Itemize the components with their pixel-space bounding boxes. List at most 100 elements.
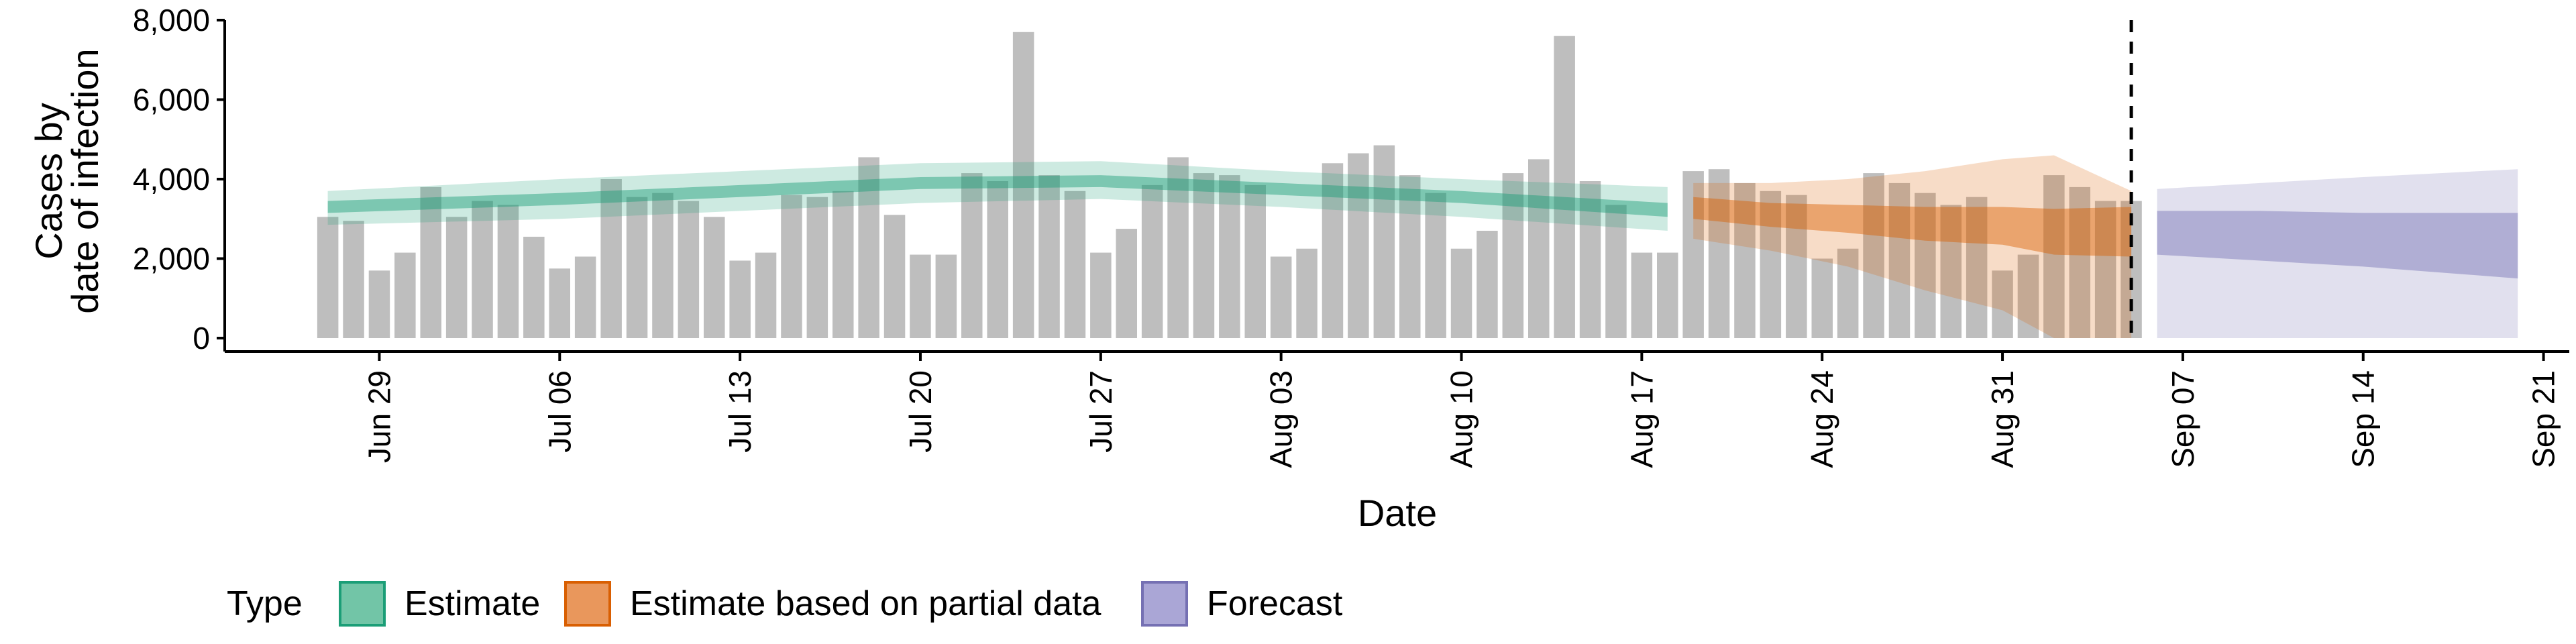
- case-bar: [549, 268, 570, 338]
- case-bar: [910, 254, 931, 338]
- y-tick-label: 6,000: [133, 83, 210, 117]
- x-tick-label: Sep 07: [2165, 370, 2200, 468]
- case-bar: [1605, 205, 1627, 338]
- case-bar: [523, 236, 545, 338]
- case-bar: [729, 260, 751, 338]
- case-bar: [472, 201, 493, 338]
- case-bar: [858, 157, 879, 338]
- x-tick-label: Jul 13: [722, 370, 757, 453]
- case-bar: [704, 217, 725, 338]
- case-bar: [883, 215, 906, 338]
- case-bar: [1296, 248, 1318, 338]
- y-tick-label: 2,000: [133, 241, 210, 276]
- case-bar: [1992, 270, 2013, 338]
- case-bar: [1322, 163, 1344, 339]
- x-tick-label: Jul 06: [542, 370, 577, 453]
- legend-title: Type: [227, 584, 303, 623]
- legend: Type Estimate Estimate based on partial …: [227, 581, 1343, 627]
- case-bar: [1940, 205, 1962, 338]
- x-tick-label: Jul 20: [903, 370, 938, 453]
- forecast-inner-band: [2157, 211, 2518, 279]
- estimate-outer-band: [327, 161, 1668, 231]
- case-bar: [1502, 173, 1524, 338]
- case-bar: [1528, 159, 1550, 338]
- case-bar: [2094, 201, 2116, 338]
- case-bar: [1579, 181, 1601, 338]
- case-bar: [1270, 256, 1292, 338]
- case-bar: [935, 254, 957, 338]
- case-bar: [1012, 32, 1034, 339]
- case-bar: [1786, 195, 1807, 338]
- case-bar: [1734, 182, 1756, 338]
- legend-label-estimate: Estimate: [405, 584, 540, 623]
- case-bar: [497, 205, 519, 338]
- bars-layer: [317, 32, 2142, 339]
- y-tick-label: 0: [193, 321, 210, 356]
- case-bar: [1708, 169, 1730, 338]
- case-bar: [343, 221, 364, 338]
- legend-key-partial: [564, 581, 611, 627]
- case-bar: [1915, 193, 1936, 338]
- case-bar: [755, 252, 777, 338]
- case-bar: [2043, 175, 2065, 338]
- y-tick-label: 8,000: [133, 3, 210, 38]
- x-tick-label: Sep 21: [2526, 370, 2561, 468]
- case-bar: [600, 179, 622, 338]
- x-tick-label: Sep 14: [2346, 370, 2381, 468]
- y-ticks: 0 2,000 4,000 6,000 8,000: [133, 3, 225, 356]
- y-axis-title-line-2: date of infection: [64, 48, 106, 313]
- legend-label-forecast: Forecast: [1207, 584, 1343, 623]
- case-bar: [652, 193, 674, 338]
- case-bar: [1837, 248, 1859, 338]
- ribbons-layer: [327, 155, 2518, 338]
- x-axis-title: Date: [1358, 492, 1437, 534]
- case-bar: [1219, 175, 1240, 338]
- partial-inner-band: [1693, 197, 2132, 257]
- x-tick-label: Aug 31: [1985, 370, 2020, 468]
- partial-outer-band: [1693, 155, 2132, 338]
- case-bar: [1038, 175, 1060, 338]
- case-bar: [394, 252, 416, 338]
- legend-key-forecast: [1141, 581, 1188, 627]
- case-bar: [987, 181, 1008, 338]
- case-bar: [1760, 191, 1782, 338]
- axes: 0 2,000 4,000 6,000 8,000 Jun 29 Jul 06 Jul 13…: [133, 3, 2569, 468]
- case-bar: [2017, 254, 2039, 338]
- y-tick-label: 4,000: [133, 162, 210, 197]
- x-tick-label: Jul 27: [1083, 370, 1118, 453]
- case-bar: [2069, 186, 2090, 338]
- legend-label-partial: Estimate based on partial data: [630, 584, 1102, 623]
- case-bar: [1348, 153, 1369, 338]
- case-bar: [1450, 248, 1472, 338]
- plot-area: [317, 20, 2518, 339]
- case-bar: [678, 201, 700, 338]
- case-bar: [1116, 229, 1137, 338]
- case-bar: [1425, 193, 1446, 338]
- x-tick-label: Aug 10: [1444, 370, 1479, 468]
- case-bar: [961, 173, 983, 338]
- case-bar: [368, 270, 390, 338]
- x-ticks: Jun 29 Jul 06 Jul 13 Jul 20 Jul 27 Aug 03 Aug …: [362, 352, 2561, 468]
- case-bar: [317, 217, 339, 338]
- x-tick-label: Aug 03: [1264, 370, 1299, 468]
- case-bar: [1631, 252, 1653, 338]
- x-tick-label: Jun 29: [362, 370, 396, 463]
- case-bar: [574, 256, 596, 338]
- case-bar: [626, 197, 648, 338]
- case-bar: [1657, 252, 1678, 338]
- y-axis-title-line-1: Cases by: [28, 103, 70, 259]
- legend-key-estimate: [339, 581, 386, 627]
- case-bar: [806, 197, 828, 338]
- case-bar: [420, 186, 441, 338]
- case-bar: [1141, 184, 1163, 338]
- case-bar: [833, 191, 854, 338]
- case-bar: [1966, 197, 1988, 338]
- case-bar: [445, 217, 468, 338]
- case-bar: [1090, 252, 1112, 338]
- case-bar: [1477, 231, 1498, 338]
- case-bar: [1863, 173, 1884, 338]
- case-bar: [1193, 173, 1215, 338]
- case-bar: [1399, 175, 1421, 338]
- case-bar: [1373, 145, 1395, 338]
